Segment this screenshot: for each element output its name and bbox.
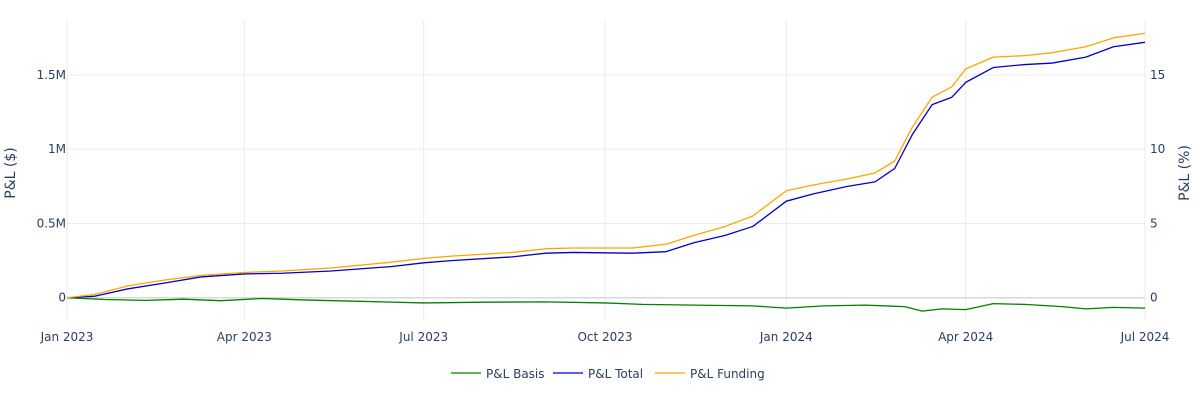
y2-tick-label: 5 (1150, 216, 1158, 230)
x-tick-label: Jan 2024 (759, 330, 813, 344)
y2-tick-label: 10 (1150, 142, 1165, 156)
legend-label: P&L Basis (486, 367, 545, 381)
x-tick-label: Jan 2023 (40, 330, 94, 344)
y2-tick-label: 0 (1150, 291, 1158, 305)
legend-item[interactable]: P&L Basis (451, 367, 545, 381)
legend-label: P&L Funding (690, 367, 765, 381)
y-tick-label: 0 (58, 291, 66, 305)
x-tick-label: Apr 2023 (217, 330, 272, 344)
y2-tick-label: 15 (1150, 68, 1165, 82)
y-tick-label: 1.5M (37, 68, 66, 82)
legend-item[interactable]: P&L Funding (655, 367, 765, 381)
legend-label: P&L Total (588, 367, 643, 381)
series-line-p-l-basis (66, 297, 1146, 312)
x-tick-label: Apr 2024 (938, 330, 993, 344)
y-axis-title: P&L ($) (3, 147, 19, 198)
y2-axis-title: P&L (%) (1177, 145, 1193, 201)
legend: P&L Basis P&L Total P&L Funding (451, 367, 765, 381)
y-tick-label: 0.5M (37, 216, 66, 230)
axis-layer: Jan 2023 Apr 2023 Jul 2023 Oct 2023 Jan 2024… (37, 68, 1170, 344)
x-tick-label: Oct 2023 (577, 330, 632, 344)
x-tick-label: Jul 2024 (1120, 330, 1170, 344)
series-line-p-l-total (66, 41, 1146, 299)
series-layer (66, 32, 1146, 312)
legend-item[interactable]: P&L Total (553, 367, 643, 381)
y-tick-label: 1M (48, 142, 66, 156)
x-tick-label: Jul 2023 (398, 330, 448, 344)
series-line-p-l-funding (66, 32, 1146, 299)
